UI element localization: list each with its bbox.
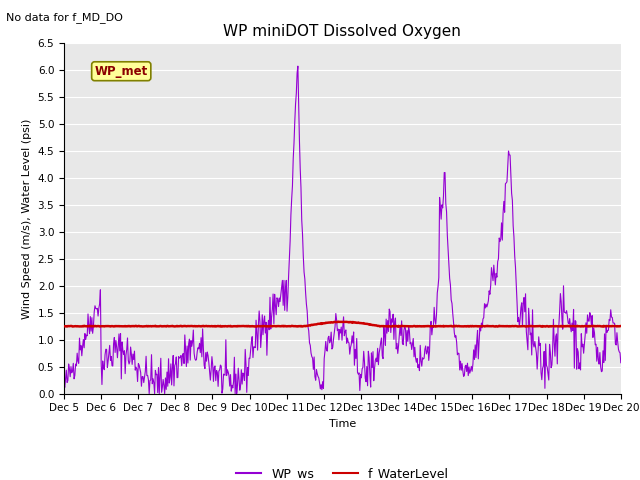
Y-axis label: Wind Speed (m/s), Water Level (psi): Wind Speed (m/s), Water Level (psi) [22,118,32,319]
Title: WP miniDOT Dissolved Oxygen: WP miniDOT Dissolved Oxygen [223,24,461,39]
Text: WP_met: WP_met [95,65,148,78]
Legend: WP_ws, f_WaterLevel: WP_ws, f_WaterLevel [231,462,454,480]
X-axis label: Time: Time [329,419,356,429]
Text: No data for f_MD_DO: No data for f_MD_DO [6,12,124,23]
